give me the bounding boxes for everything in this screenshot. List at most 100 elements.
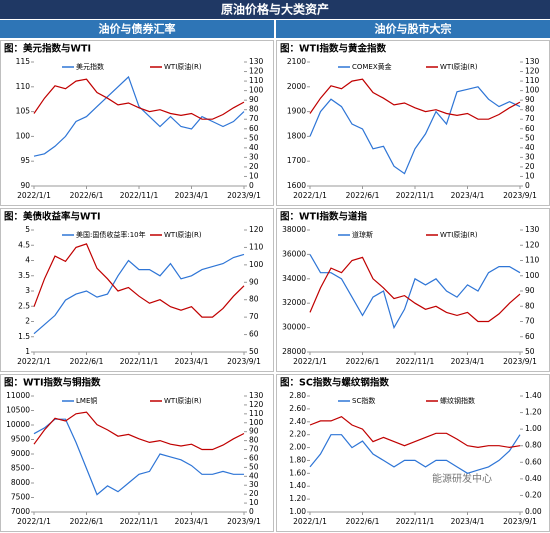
y2-tick-label: 30 xyxy=(525,152,535,161)
series-line xyxy=(33,78,245,120)
y-tick-label: 38000 xyxy=(282,225,306,234)
y2-tick-label: 100 xyxy=(525,271,540,280)
y2-tick-label: 80 xyxy=(525,105,535,114)
x-tick-label: 2022/11/1 xyxy=(120,357,159,366)
series-line xyxy=(33,243,245,318)
y2-tick-label: 110 xyxy=(249,242,264,251)
section-bar xyxy=(276,20,550,38)
x-tick-label: 2022/6/1 xyxy=(70,517,104,526)
y-tick-label: 9500 xyxy=(11,435,30,444)
y2-tick-label: 0.60 xyxy=(525,457,542,466)
series-line xyxy=(309,86,521,175)
x-tick-label: 2023/9/1 xyxy=(227,517,261,526)
x-tick-label: 2022/11/1 xyxy=(396,191,435,200)
y2-tick-label: 60 xyxy=(525,332,535,341)
legend-label: 美元指数 xyxy=(76,62,104,71)
y2-tick-label: 90 xyxy=(249,95,259,104)
y-tick-label: 2.80 xyxy=(289,391,306,400)
y2-tick-label: 110 xyxy=(249,409,264,418)
y-tick-label: 9000 xyxy=(11,449,30,458)
y2-tick-label: 10 xyxy=(249,498,259,507)
y2-tick-label: 60 xyxy=(249,124,259,133)
legend-label: WTI原油(R) xyxy=(440,230,478,239)
x-tick-label: 2022/6/1 xyxy=(346,357,380,366)
x-tick-label: 2023/4/1 xyxy=(451,357,485,366)
y-tick-label: 1900 xyxy=(287,107,306,116)
y2-tick-label: 70 xyxy=(525,317,535,326)
y2-tick-label: 120 xyxy=(249,67,264,76)
y2-tick-label: 10 xyxy=(249,171,259,180)
x-tick-label: 2023/9/1 xyxy=(227,357,261,366)
legend-label: LME铜 xyxy=(76,396,97,405)
y-tick-label: 2.5 xyxy=(18,301,30,310)
legend-label: WTI原油(R) xyxy=(164,62,202,71)
y-tick-label: 10000 xyxy=(6,420,30,429)
y2-tick-label: 60 xyxy=(525,124,535,133)
y-tick-label: 7000 xyxy=(11,507,30,516)
x-tick-label: 2023/4/1 xyxy=(451,517,485,526)
y2-tick-label: 1.20 xyxy=(525,408,542,417)
y2-tick-label: 130 xyxy=(525,57,540,66)
y2-tick-label: 90 xyxy=(249,277,259,286)
y-tick-label: 4 xyxy=(25,256,30,265)
legend-label: 道琼斯 xyxy=(352,230,373,239)
y2-tick-label: 130 xyxy=(525,225,540,234)
y2-tick-label: 130 xyxy=(249,391,264,400)
y2-tick-label: 50 xyxy=(525,347,535,356)
section-title: 油价与债券汇率 xyxy=(99,22,176,36)
y2-tick-label: 120 xyxy=(525,240,540,249)
panel xyxy=(276,374,550,532)
y2-tick-label: 50 xyxy=(249,133,259,142)
y2-tick-label: 70 xyxy=(525,114,535,123)
series-line xyxy=(309,416,521,449)
x-tick-label: 2022/6/1 xyxy=(70,191,104,200)
y2-tick-label: 70 xyxy=(249,114,259,123)
x-tick-label: 2022/6/1 xyxy=(346,517,380,526)
y-tick-label: 100 xyxy=(16,131,31,140)
x-tick-label: 2023/4/1 xyxy=(175,191,209,200)
legend-label: 美国:国债收益率:10年 xyxy=(76,230,146,239)
y2-tick-label: 0.40 xyxy=(525,474,542,483)
x-tick-label: 2022/1/1 xyxy=(293,517,327,526)
y2-tick-label: 50 xyxy=(249,462,259,471)
y2-tick-label: 0 xyxy=(249,181,254,190)
y2-tick-label: 110 xyxy=(525,76,540,85)
y2-tick-label: 80 xyxy=(249,105,259,114)
y-tick-label: 32000 xyxy=(282,298,306,307)
y2-tick-label: 0 xyxy=(249,507,254,516)
y2-tick-label: 120 xyxy=(525,67,540,76)
y2-tick-label: 10 xyxy=(525,171,535,180)
y-tick-label: 110 xyxy=(16,82,31,91)
y2-tick-label: 0.80 xyxy=(525,441,542,450)
chart-title: 图：SC指数与螺纹钢指数 xyxy=(280,377,389,389)
y-tick-label: 2.20 xyxy=(289,430,306,439)
y2-tick-label: 60 xyxy=(249,330,259,339)
legend-label: SC指数 xyxy=(352,396,375,405)
x-tick-label: 2022/1/1 xyxy=(17,191,51,200)
panel xyxy=(0,374,274,532)
legend-label: WTI原油(R) xyxy=(164,396,202,405)
y-tick-label: 36000 xyxy=(282,249,306,258)
y2-tick-label: 1.00 xyxy=(525,424,542,433)
y2-tick-label: 0.00 xyxy=(525,507,542,516)
x-tick-label: 2022/6/1 xyxy=(70,357,104,366)
y-tick-label: 1600 xyxy=(287,181,306,190)
y2-tick-label: 120 xyxy=(249,225,264,234)
y-tick-label: 8500 xyxy=(11,464,30,473)
x-tick-label: 2022/6/1 xyxy=(346,191,380,200)
y2-tick-label: 90 xyxy=(249,427,259,436)
y2-tick-label: 120 xyxy=(249,400,264,409)
y2-tick-label: 20 xyxy=(249,489,259,498)
y2-tick-label: 60 xyxy=(249,453,259,462)
y2-tick-label: 0 xyxy=(525,181,530,190)
x-tick-label: 2023/4/1 xyxy=(451,191,485,200)
y2-tick-label: 100 xyxy=(249,86,264,95)
y-tick-label: 3 xyxy=(25,286,30,295)
y2-tick-label: 1.40 xyxy=(525,391,542,400)
y2-tick-label: 100 xyxy=(249,418,264,427)
section-bar xyxy=(0,20,274,38)
y2-tick-label: 110 xyxy=(525,256,540,265)
y2-tick-label: 0.20 xyxy=(525,490,542,499)
y-tick-label: 1.00 xyxy=(289,507,306,516)
